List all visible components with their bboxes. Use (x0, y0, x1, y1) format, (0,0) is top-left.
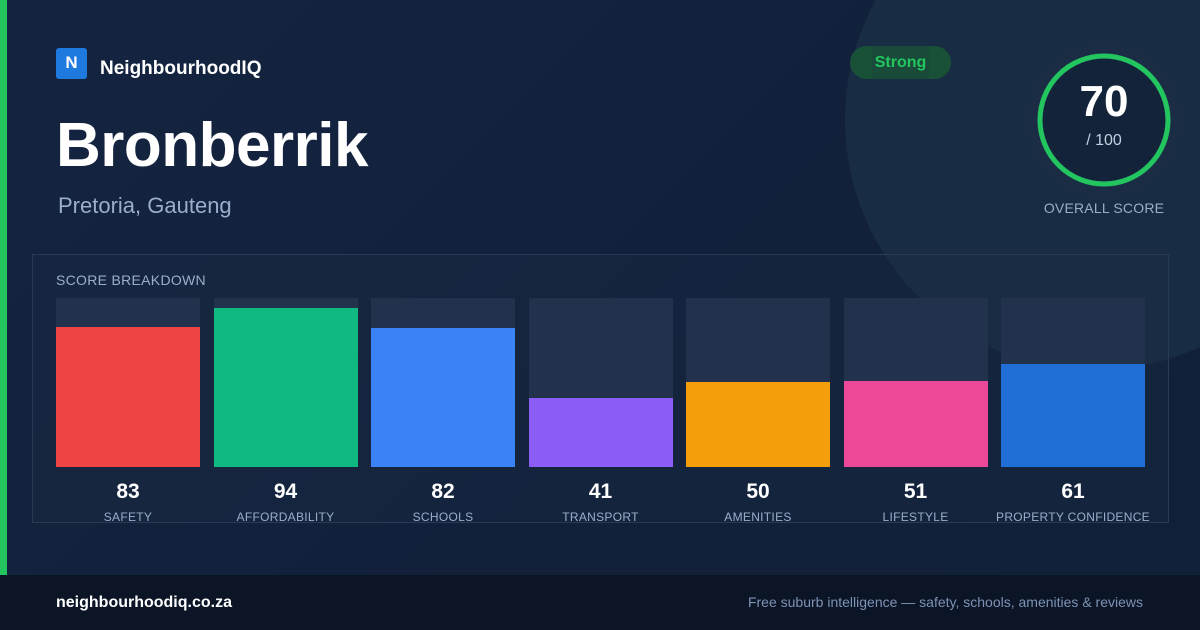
bar-track (1001, 298, 1145, 467)
overall-score-max: / 100 (1086, 132, 1122, 149)
bar-label: TRANSPORT (562, 510, 639, 524)
bar-fill (528, 398, 673, 467)
bar-label: SCHOOLS (412, 510, 474, 524)
suburb-location: Pretoria, Gauteng (58, 193, 232, 218)
rating-badge: Strong (850, 46, 951, 79)
brand-logo-icon: N (56, 47, 87, 79)
bar-value: 50 (746, 480, 770, 503)
bar-fill (1001, 364, 1145, 467)
bar-fill (843, 381, 988, 467)
bar-value: 82 (431, 480, 455, 503)
bar-value: 41 (588, 480, 613, 503)
bar-track (213, 298, 358, 467)
overall-score-label: OVERALL SCORE (1043, 200, 1165, 216)
rating-badge-label: Strong (874, 53, 927, 71)
bar-label: AMENITIES (724, 510, 792, 524)
brand-name: NeighbourhoodIQ (100, 58, 262, 79)
bar-value: 94 (273, 480, 298, 503)
footer-tagline: Free suburb intelligence — safety, schoo… (747, 594, 1143, 610)
footer-domain[interactable]: neighbourhoodiq.co.za (56, 594, 232, 611)
bar-label: LIFESTYLE (882, 510, 949, 524)
brand[interactable]: N NeighbourhoodIQ (56, 46, 261, 80)
bar-label: SAFETY (103, 510, 153, 524)
score-breakdown-panel: SCORE BREAKDOWN 83 SAFETY 94 AFFORDABILITY 8… (32, 254, 1170, 524)
overall-score-value: 70 (1079, 77, 1129, 126)
overall-score-ring: 70 / 100 (1028, 44, 1180, 196)
bar-fill (371, 328, 515, 467)
bar-fill (56, 327, 200, 467)
score-ring-graphic (1028, 44, 1180, 196)
breakdown-bars: 83 SAFETY 94 AFFORDABILITY 82 SCHOOLS 41 TRANSP… (33, 255, 1170, 524)
accent-bar (0, 0, 7, 575)
suburb-title: Bronberrik (56, 111, 368, 180)
bar-value: 83 (116, 480, 140, 503)
footer: neighbourhoodiq.co.za Free suburb intell… (0, 575, 1200, 630)
bar-value: 51 (903, 480, 928, 503)
bar-label: PROPERTY CONFIDENCE (996, 510, 1150, 524)
bar-track (528, 298, 673, 467)
bar-track (843, 298, 988, 467)
bar-label: AFFORDABILITY (236, 510, 335, 524)
bar-fill (213, 308, 358, 467)
bar-track (371, 298, 515, 467)
bar-fill (686, 382, 830, 467)
breakdown-title: SCORE BREAKDOWN (56, 272, 206, 288)
bar-track (56, 298, 200, 467)
bar-value: 61 (1061, 480, 1085, 503)
bar-track (686, 298, 830, 467)
